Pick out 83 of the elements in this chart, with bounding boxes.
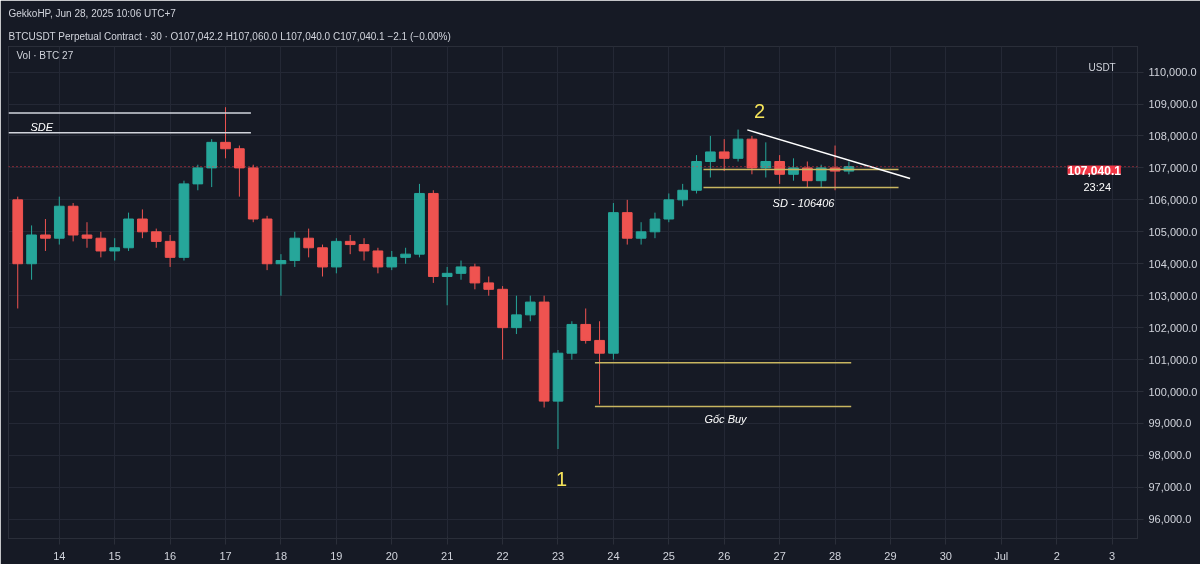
- y-tick-label: 102,000.0: [1148, 321, 1198, 334]
- candlestick: [469, 263, 481, 290]
- annotation: 1: [555, 467, 568, 490]
- candlestick: [372, 247, 384, 274]
- x-tick-label: 18: [274, 549, 288, 562]
- candlestick: [774, 154, 785, 185]
- x-tick-label: 26: [718, 549, 731, 562]
- y-tick-label: 96,000.0: [1148, 513, 1192, 526]
- x-tick-label: 21: [441, 549, 454, 562]
- x-tick-label: 24: [607, 549, 620, 562]
- candlestick: [275, 253, 287, 297]
- annotation: USDT: [1088, 61, 1116, 73]
- x-tick-label: 27: [773, 549, 786, 562]
- candlestick: [344, 234, 356, 255]
- candlestick: [594, 320, 605, 405]
- chart-subtitle: BTCUSDT Perpetual Contract · 30 · O107,042.2 H107,060.0 L107,040.0 C107,040.1 −2.1 (−0.00%): [8, 30, 451, 42]
- annotation: SD - 106406: [772, 196, 836, 209]
- y-tick-label: 106,000.0: [1148, 193, 1198, 206]
- y-tick-label: 103,000.0: [1148, 289, 1198, 302]
- candlestick: [358, 237, 370, 262]
- annotation: 23:24: [1083, 180, 1112, 193]
- x-tick-label: 14: [53, 549, 66, 562]
- y-tick-label: 99,000.0: [1148, 417, 1192, 430]
- candlestick: [524, 295, 536, 322]
- annotation: SDE: [30, 120, 54, 133]
- candlestick: [164, 234, 176, 268]
- x-tick-label: 17: [219, 549, 232, 562]
- candlestick: [81, 221, 93, 249]
- candlestick: [150, 228, 162, 249]
- y-tick-label: 100,000.0: [1148, 385, 1198, 398]
- candlestick: [760, 141, 772, 178]
- x-tick-label: 23: [551, 549, 565, 562]
- candlestick: [317, 244, 328, 278]
- annotation: 2: [753, 99, 766, 122]
- candlestick: [109, 237, 121, 262]
- y-tick-label: 108,000.0: [1148, 129, 1198, 142]
- y-tick-label: 109,000.0: [1148, 98, 1198, 111]
- annotation: Gốc Buy: [704, 412, 749, 425]
- y-tick-label: 104,000.0: [1148, 257, 1198, 270]
- x-tick-label: 22: [496, 549, 509, 562]
- candlestick: [705, 135, 716, 178]
- candlestick: [289, 231, 301, 268]
- y-tick-label: 110,000.0: [1148, 66, 1197, 79]
- candlestick: [801, 161, 813, 188]
- candlestick: [483, 276, 495, 297]
- candlestick: [137, 208, 148, 239]
- x-tick-label: 28: [828, 549, 842, 562]
- candlestick: [441, 266, 453, 306]
- x-tick-label: 16: [164, 549, 177, 562]
- x-tick-label: 29: [884, 549, 897, 562]
- x-tick-label: 3: [1109, 549, 1116, 562]
- chart-title: GekkoHP, Jun 28, 2025 10:06 UTC+7: [8, 7, 177, 19]
- candlestick: [815, 164, 827, 188]
- y-tick-label: 98,000.0: [1148, 449, 1192, 462]
- candlestick: [455, 260, 467, 281]
- candlestick: [677, 183, 689, 207]
- candlestick: [732, 129, 744, 163]
- x-tick-label: 19: [330, 549, 343, 562]
- candlestick: [303, 228, 314, 258]
- y-tick-label: 97,000.0: [1148, 481, 1192, 494]
- y-tick-label: 101,000.0: [1148, 353, 1198, 366]
- candlestick: [635, 221, 647, 246]
- candlestick: [511, 295, 522, 335]
- x-tick-label: 20: [385, 549, 398, 562]
- candlestick: [220, 106, 231, 159]
- x-tick-label: 25: [662, 549, 675, 562]
- x-tick-label: Jul: [994, 549, 1009, 562]
- candlestick: [95, 231, 107, 258]
- candlestick: [192, 164, 204, 191]
- candlestick: [40, 218, 51, 252]
- y-tick-label: 105,000.0: [1148, 225, 1198, 238]
- candlestick: [580, 307, 592, 345]
- candlestick: [386, 250, 398, 271]
- candlestick: [718, 138, 730, 172]
- x-tick-label: 15: [108, 549, 121, 562]
- annotation: Vol · BTC 27: [16, 49, 74, 61]
- candlestick: [649, 212, 661, 239]
- y-tick-label: 107,000.0: [1148, 161, 1198, 174]
- x-tick-label: 2: [1053, 549, 1060, 562]
- candlestick: [234, 145, 245, 198]
- x-tick-label: 30: [939, 549, 952, 562]
- ref-line-label: 107,040.1: [1067, 163, 1122, 178]
- candlestick: [663, 192, 675, 223]
